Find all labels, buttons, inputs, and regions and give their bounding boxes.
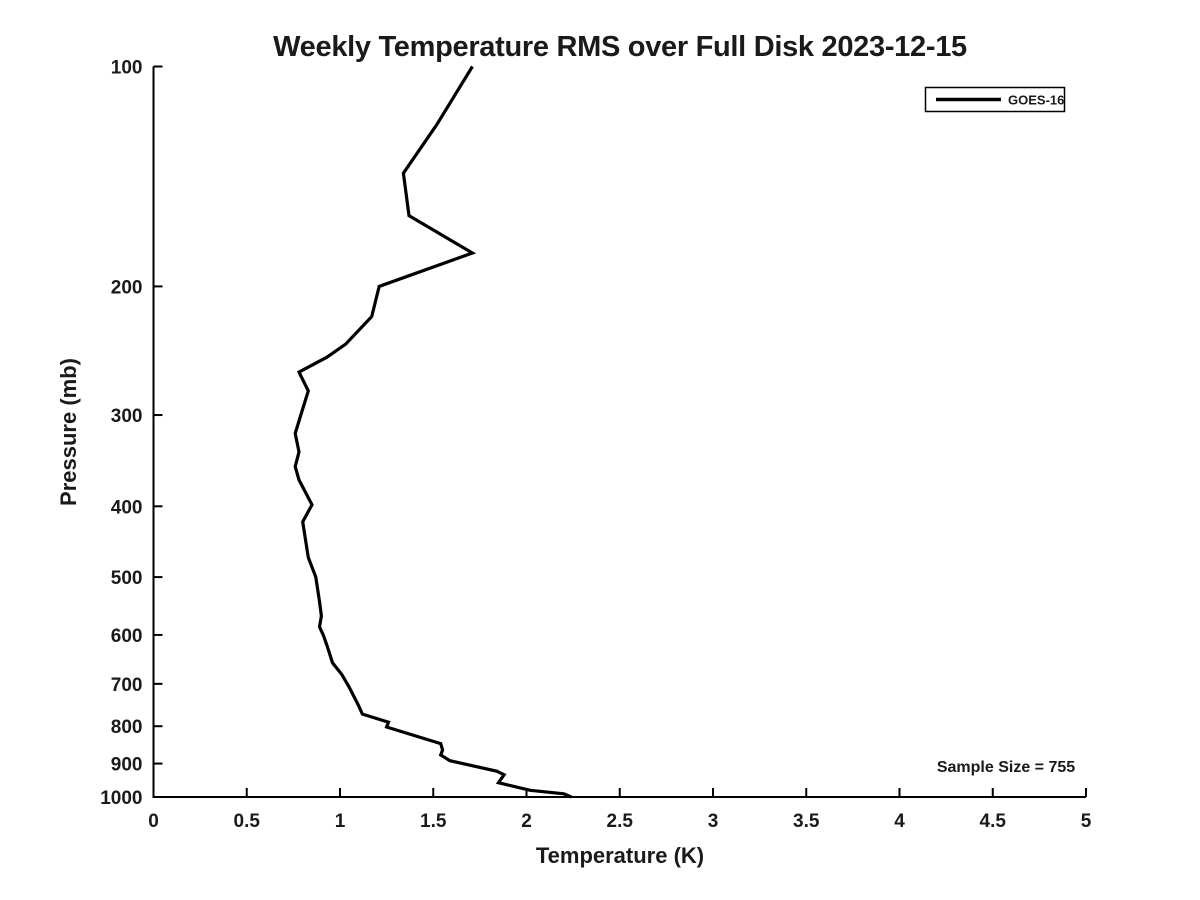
x-tick-label: 0: [148, 811, 159, 832]
y-tick-label: 200: [111, 277, 143, 298]
series-layer: [293, 65, 572, 799]
x-tick-label: 1: [335, 811, 346, 832]
goes16-rms-line: [293, 65, 572, 799]
y-tick-label: 1000: [100, 788, 142, 809]
y-tick-label: 600: [111, 626, 143, 647]
sample-size-annotation: Sample Size = 755: [937, 759, 1075, 776]
chart-title: Weekly Temperature RMS over Full Disk 20…: [273, 31, 967, 63]
y-tick-label: 400: [111, 497, 143, 518]
x-tick-label: 2: [521, 811, 532, 832]
y-axis-label: Pressure (mb): [56, 358, 81, 506]
x-tick-label: 1.5: [420, 811, 447, 832]
x-tick-label: 2.5: [607, 811, 634, 832]
x-tick-label: 4: [894, 811, 905, 832]
axis-spines: [152, 66, 1086, 798]
y-tick-label: 300: [111, 406, 143, 427]
x-axis-label: Temperature (K): [536, 843, 704, 868]
x-tick-label: 5: [1081, 811, 1092, 832]
x-tick-label: 0.5: [234, 811, 261, 832]
y-tick-label: 900: [111, 755, 143, 776]
x-tick-label: 3.5: [793, 811, 820, 832]
y-tick-label: 800: [111, 717, 143, 738]
y-tick-label: 100: [111, 58, 143, 79]
x-tick-label: 3: [708, 811, 719, 832]
y-tick-label: 500: [111, 568, 143, 589]
legend-label: GOES-16: [1008, 93, 1064, 108]
axes: 100 200 300 400 500 600 700 800 900 1000 0 0.5 1 1.5 2…: [100, 58, 1091, 833]
y-tick-label: 700: [111, 675, 143, 696]
legend: GOES-16: [924, 86, 1066, 113]
x-tick-label: 4.5: [980, 811, 1007, 832]
